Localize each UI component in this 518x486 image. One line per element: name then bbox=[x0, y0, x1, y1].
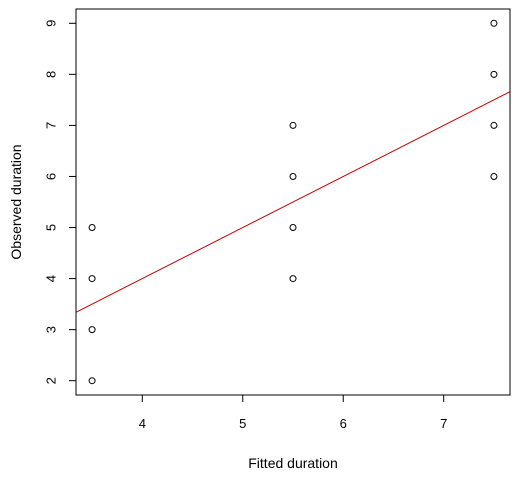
data-point bbox=[289, 224, 297, 232]
x-tick-label: 5 bbox=[239, 416, 246, 431]
data-point bbox=[289, 275, 297, 283]
data-point bbox=[88, 275, 96, 283]
points-layer bbox=[88, 19, 498, 385]
data-point bbox=[490, 121, 498, 129]
y-tick-label: 5 bbox=[44, 224, 59, 231]
y-tick-label: 7 bbox=[44, 122, 59, 129]
x-tick-label: 6 bbox=[340, 416, 347, 431]
x-axis: 4 5 6 7 bbox=[139, 395, 447, 431]
data-point bbox=[289, 121, 297, 129]
data-point bbox=[490, 70, 498, 78]
y-axis-label: Observed duration bbox=[8, 144, 24, 259]
data-point bbox=[490, 19, 498, 27]
y-tick-label: 8 bbox=[44, 71, 59, 78]
data-point bbox=[88, 224, 96, 232]
y-axis: 2 3 4 5 6 7 8 9 bbox=[44, 20, 76, 384]
reference-line bbox=[75, 91, 511, 313]
data-point bbox=[289, 172, 297, 180]
plot-frame bbox=[75, 8, 511, 396]
y-tick-label: 4 bbox=[44, 275, 59, 282]
x-tick-label: 4 bbox=[139, 416, 146, 431]
data-point bbox=[490, 172, 498, 180]
data-point bbox=[88, 377, 96, 385]
reference-line-layer bbox=[75, 91, 511, 313]
y-tick-label: 6 bbox=[44, 173, 59, 180]
x-tick-label: 7 bbox=[440, 416, 447, 431]
data-point bbox=[88, 326, 96, 334]
y-tick-label: 3 bbox=[44, 326, 59, 333]
y-tick-label: 2 bbox=[44, 377, 59, 384]
y-tick-label: 9 bbox=[44, 20, 59, 27]
x-axis-label: Fitted duration bbox=[248, 455, 338, 471]
